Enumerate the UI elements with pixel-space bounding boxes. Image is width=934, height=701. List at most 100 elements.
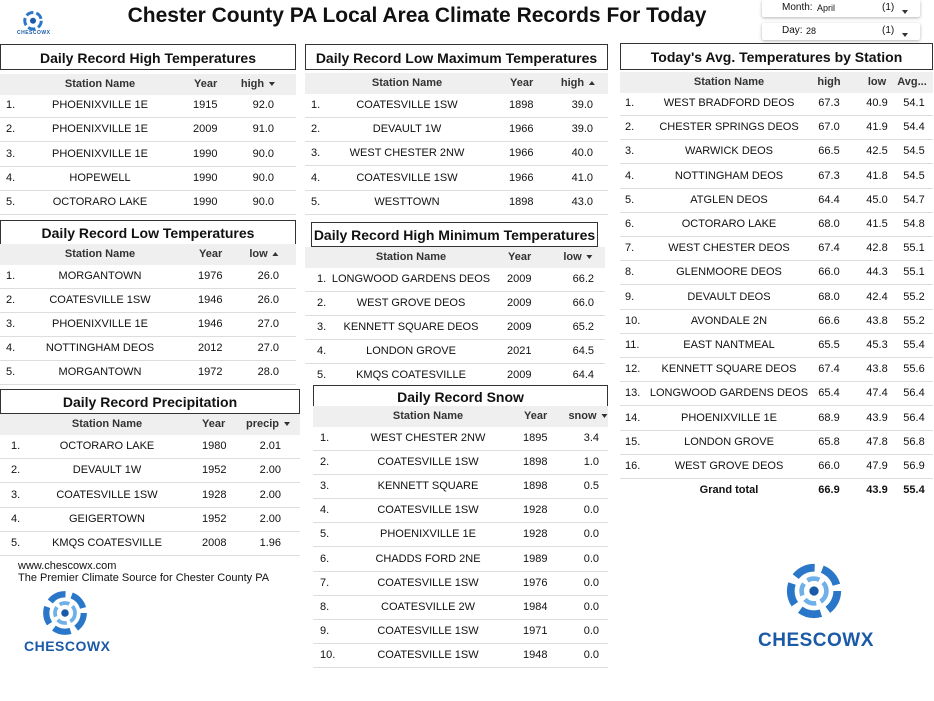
row-rank: 2. xyxy=(6,294,16,306)
filter-count: (1) xyxy=(882,2,895,13)
table-cell: OCTORARO LAKE xyxy=(59,440,155,452)
column-header[interactable]: Year xyxy=(510,77,534,89)
table-cell: 41.5 xyxy=(866,218,888,230)
logo-text-large: CHESCOWX xyxy=(758,630,874,651)
table-cell: 44.3 xyxy=(866,266,888,279)
table-cell: PHOENIXVILLE 1E xyxy=(52,318,148,330)
column-header[interactable]: Year xyxy=(202,418,226,430)
table-cell: 1898 xyxy=(523,456,548,469)
column-header[interactable]: Avg... xyxy=(897,76,927,88)
column-header[interactable]: low xyxy=(563,251,593,263)
row-rank: 4. xyxy=(320,504,330,517)
column-header[interactable]: high xyxy=(817,76,841,88)
table-cell: 66.6 xyxy=(818,314,840,327)
table-cell: 1.0 xyxy=(583,456,599,469)
table-cell: KMQS COATESVILLE xyxy=(52,537,162,550)
table-cell: 2009 xyxy=(507,321,532,333)
table-cell: 68.9 xyxy=(818,411,840,424)
column-header[interactable]: high xyxy=(241,78,276,90)
filter-count: (1) xyxy=(882,25,895,36)
table-cell: COATESVILLE 1SW xyxy=(377,576,479,589)
row-separator xyxy=(313,450,608,451)
row-separator xyxy=(620,187,933,189)
table-cell: 1898 xyxy=(523,480,548,493)
table-cell: 56.4 xyxy=(903,411,925,424)
row-rank: 3. xyxy=(625,145,635,158)
page-title: Chester County PA Local Area Climate Rec… xyxy=(127,4,707,27)
column-header[interactable]: Year xyxy=(508,251,532,263)
sort-arrow xyxy=(586,255,593,260)
row-separator xyxy=(305,339,605,340)
table-cell: 91.0 xyxy=(252,123,274,136)
row-rank: 4. xyxy=(6,342,16,354)
row-separator xyxy=(620,453,933,455)
table-cell: 39.0 xyxy=(571,99,593,111)
filter-value: 28 xyxy=(806,26,817,36)
table-cell: OCTORARO LAKE xyxy=(681,218,777,230)
row-rank: 1. xyxy=(320,432,330,444)
column-header[interactable]: Station Name xyxy=(71,418,143,430)
filter-control[interactable]: Month: April (1) xyxy=(762,0,920,17)
sort-arrow xyxy=(589,81,596,86)
table-cell: WEST CHESTER 2NW xyxy=(349,147,465,160)
column-header[interactable]: Year xyxy=(524,410,548,422)
column-header[interactable]: precip xyxy=(246,418,291,430)
row-rank: 3. xyxy=(6,147,16,160)
table-cell: OCTORARO LAKE xyxy=(52,196,148,209)
row-rank: 8. xyxy=(625,266,635,279)
table-cell: LONDON GROVE xyxy=(684,435,774,448)
row-rank: 16. xyxy=(625,460,641,472)
row-separator xyxy=(0,288,296,289)
table-cell: 40.0 xyxy=(571,147,593,160)
row-rank: 5. xyxy=(311,195,321,208)
row-separator xyxy=(620,405,933,407)
column-header[interactable]: Year xyxy=(194,78,218,90)
table-cell: WEST GROVE DEOS xyxy=(674,460,784,472)
table-cell: 2.01 xyxy=(259,440,281,452)
table-cell: 47.8 xyxy=(866,435,888,448)
row-separator xyxy=(620,211,933,213)
table-cell: 55.6 xyxy=(903,363,925,376)
row-separator xyxy=(305,291,605,292)
table-cell: 45.0 xyxy=(866,193,888,206)
filter-control[interactable]: Day: 28 (1) xyxy=(762,23,920,40)
row-rank: 2. xyxy=(11,464,21,477)
table-cell: 1928 xyxy=(523,528,548,541)
table-cell: 55.4 xyxy=(903,339,925,351)
table-cell: 1966 xyxy=(509,123,534,136)
table-cell: WEST CHESTER DEOS xyxy=(668,242,790,255)
table-cell: 41.8 xyxy=(866,169,888,182)
table-cell: 43.9 xyxy=(866,411,888,424)
table-cell: 43.0 xyxy=(571,195,593,208)
column-header[interactable]: Station Name xyxy=(64,248,136,260)
table-cell: 0.0 xyxy=(583,552,599,565)
column-header[interactable]: Year xyxy=(199,248,223,260)
row-separator xyxy=(620,478,933,479)
table-cell: DEVAULT 1W xyxy=(372,123,442,136)
row-separator xyxy=(620,260,933,262)
row-rank: 5. xyxy=(6,366,16,378)
column-header[interactable]: Station Name xyxy=(371,77,443,89)
column-header[interactable]: Station Name xyxy=(693,76,765,88)
table-cell: 41.0 xyxy=(571,171,593,184)
table-cell: 1989 xyxy=(523,552,548,565)
column-header[interactable]: high xyxy=(561,77,596,89)
row-rank: 9. xyxy=(625,290,635,303)
column-header[interactable]: low xyxy=(249,248,279,260)
row-rank: 2. xyxy=(311,123,321,136)
column-header[interactable]: Station Name xyxy=(392,410,464,422)
row-separator xyxy=(305,165,608,167)
row-rank: 3. xyxy=(320,480,330,493)
column-header[interactable]: low xyxy=(867,76,887,88)
table-cell: 64.5 xyxy=(572,345,594,357)
total-cell: 43.9 xyxy=(866,484,888,497)
table-cell: KENNETT SQUARE DEOS xyxy=(661,363,797,376)
column-header[interactable]: Station Name xyxy=(375,251,447,263)
column-header[interactable]: snow xyxy=(568,410,608,422)
table-cell: KMQS COATESVILLE xyxy=(356,369,466,381)
table-cell: 55.2 xyxy=(903,290,925,303)
table-cell: 2012 xyxy=(198,342,223,354)
column-header[interactable]: Station Name xyxy=(64,78,136,90)
table-cell: COATESVILLE 1SW xyxy=(377,456,479,469)
logo-text-small: CHESCOWX xyxy=(17,30,51,36)
